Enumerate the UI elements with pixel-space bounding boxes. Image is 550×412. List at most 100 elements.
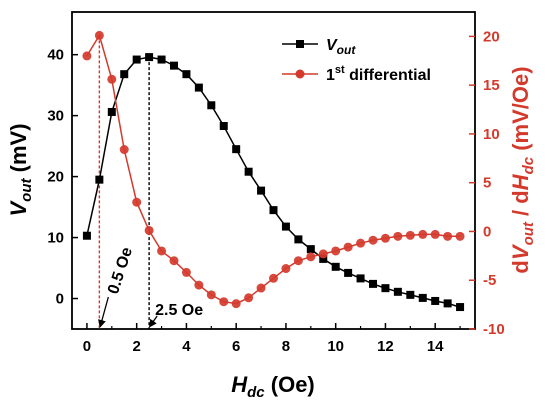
legend: Vout 1st differential (282, 37, 431, 84)
vout-data-point (157, 55, 166, 64)
x-axis-title-main: H (231, 372, 248, 397)
x-tick-label: 4 (182, 338, 191, 355)
y-right-title-vsub: out (520, 221, 537, 245)
y-left-title-main: V (6, 200, 31, 217)
differential-data-point (343, 242, 353, 252)
annotation-2-5-oe: 2.5 Oe (155, 302, 203, 319)
vout-data-point (182, 70, 191, 79)
x-axis-title: Hdc (Oe) (231, 372, 315, 401)
differential-data-point (269, 273, 278, 283)
x-tick-label: 2 (133, 338, 141, 355)
y-left-title-sub: out (18, 177, 35, 201)
differential-data-point (231, 299, 241, 309)
differential-data-point (306, 252, 316, 262)
vout-data-point (244, 167, 253, 176)
legend-label-vout: Vout (326, 37, 356, 57)
differential-data-point (82, 51, 92, 61)
y-right-tick-label: 0 (483, 223, 491, 240)
arrow-2-5-oe (148, 315, 158, 328)
differential-data-point (144, 225, 154, 235)
legend-diff-sup: st (335, 64, 345, 76)
differential-data-point (443, 231, 453, 241)
y-right-tick-label: 20 (483, 28, 500, 45)
y-right-title-d1: d (508, 260, 533, 273)
y-right-title-h: H (508, 173, 533, 190)
differential-data-point (430, 229, 440, 239)
y-right-tick-label: 5 (483, 175, 491, 192)
vout-data-point (219, 121, 228, 130)
differential-data-point (244, 293, 254, 303)
legend-vout-sub: out (337, 43, 357, 57)
bottom-axis-ticks: 0 2 4 6 8 10 12 14 (83, 323, 461, 355)
differential-data-point (219, 297, 229, 307)
y-left-axis-title: Vout (mV) (6, 123, 35, 216)
y-left-tick-label: 20 (47, 169, 64, 186)
legend-marker-diff (295, 69, 305, 79)
y-right-axis-title: dVout / dHdc (mV/Oe) (508, 66, 537, 273)
y-right-tick-label: 15 (483, 77, 500, 94)
series-layer (82, 30, 465, 312)
differential-data-point (405, 230, 415, 240)
y-left-tick-label: 0 (56, 291, 64, 308)
y-right-tick-label: -10 (483, 321, 505, 338)
y-right-tick-label: -5 (483, 272, 496, 289)
arrow-0-5-oe (98, 296, 109, 328)
x-axis-title-sub: dc (247, 384, 265, 401)
left-axis-ticks: 0 10 20 30 40 (47, 47, 78, 308)
differential-data-point (256, 283, 266, 293)
y-left-title-unit: (mV) (6, 123, 31, 178)
vout-data-point (331, 262, 340, 271)
vout-data-point (344, 268, 353, 277)
x-tick-label: 6 (232, 338, 240, 355)
differential-data-point (418, 229, 428, 239)
x-tick-label: 14 (427, 338, 444, 355)
vout-data-point (393, 287, 402, 296)
series-line-0 (86, 56, 461, 308)
x-tick-label: 0 (83, 338, 91, 355)
vout-data-point (319, 254, 328, 263)
differential-data-point (157, 246, 167, 256)
x-tick-label: 10 (327, 338, 344, 355)
x-tick-label: 12 (377, 338, 394, 355)
right-axis-ticks: -10 -5 0 5 10 15 20 (469, 28, 505, 338)
differential-data-point (181, 267, 191, 277)
legend-diff-post: differential (345, 67, 431, 84)
y-right-tick-label: 10 (483, 126, 500, 143)
vout-data-point (443, 299, 452, 308)
y-right-title-hsub: dc (520, 156, 537, 174)
y-right-title-v: V (508, 243, 533, 260)
vout-data-point (269, 206, 278, 215)
vout-data-point (107, 107, 116, 116)
y-left-tick-label: 40 (47, 47, 64, 64)
vout-data-point (82, 231, 91, 240)
annotation-0-5-oe: 0.5 Oe (105, 245, 136, 296)
y-left-tick-label: 30 (47, 108, 64, 125)
differential-data-point (107, 74, 117, 84)
vout-data-point (406, 290, 415, 299)
plot-frame (71, 11, 476, 330)
differential-data-point (293, 256, 303, 266)
differential-data-point (132, 197, 142, 207)
x-tick-label: 8 (282, 338, 290, 355)
legend-vout-main: V (326, 37, 338, 54)
vout-data-point (232, 145, 241, 154)
differential-data-point (380, 233, 390, 243)
vout-data-point (418, 293, 427, 302)
legend-diff-pre: 1 (326, 67, 335, 84)
differential-data-point (281, 264, 291, 274)
vout-data-point (356, 274, 365, 283)
vout-data-point (95, 175, 104, 184)
differential-data-point (455, 231, 465, 241)
differential-data-point (119, 145, 129, 155)
annotation-layer: 0.5 Oe 2.5 Oe (98, 245, 203, 328)
vout-data-point (207, 101, 216, 110)
legend-label-diff: 1st differential (326, 64, 431, 84)
differential-data-point (331, 246, 341, 256)
vout-data-point (456, 303, 465, 312)
vout-data-point (257, 186, 266, 195)
y-right-title-mid: / d (508, 190, 533, 222)
vout-data-point (431, 296, 440, 305)
vout-data-point (120, 70, 129, 79)
differential-data-point (194, 280, 204, 290)
